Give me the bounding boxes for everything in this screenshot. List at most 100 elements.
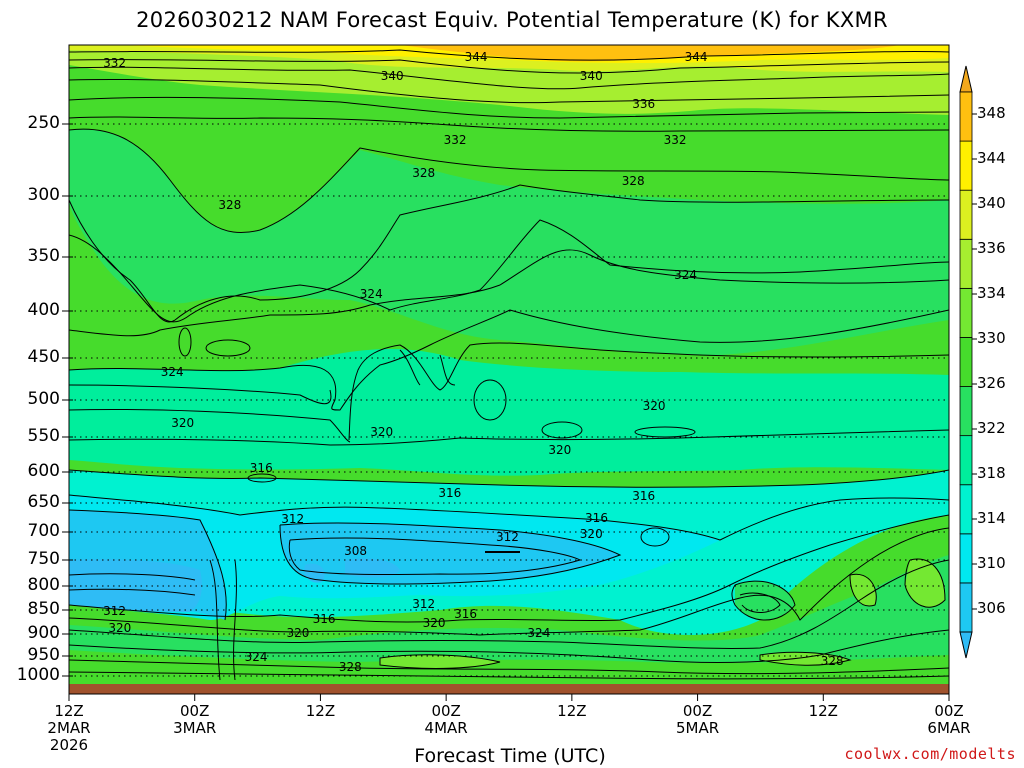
colorbar-segment (959, 337, 973, 387)
colorbar-segment (959, 533, 973, 584)
x-tick-label-line: 5MAR (675, 719, 720, 737)
colorbar-label: 348 (977, 104, 1006, 122)
x-tick-label-line: 12Z (305, 702, 336, 720)
y-tick-label: 950 (27, 645, 60, 665)
contour-label: 324 (160, 365, 184, 380)
x-tick-label-line: 6MAR (927, 719, 971, 737)
contour-label: 320 (286, 626, 310, 640)
contour-label: 316 (454, 606, 477, 621)
y-tick-label: 300 (27, 185, 60, 205)
theta-e-field (69, 45, 949, 685)
contour-label: 324 (244, 650, 268, 664)
contour-label: 332 (663, 133, 687, 148)
x-tick-label-line: 2MAR (47, 719, 91, 737)
contour-label: 316 (312, 611, 336, 626)
colorbar-segment (959, 189, 973, 240)
colorbar-segment (959, 287, 973, 338)
contour-label: 344 (464, 49, 488, 64)
y-tick-label: 600 (27, 461, 60, 481)
contour-label: 328 (338, 660, 362, 674)
contour-label: 328 (621, 173, 645, 188)
colorbar-segment (959, 484, 973, 535)
colorbar-segment (959, 140, 973, 191)
contour-label: 320 (370, 425, 394, 440)
y-tick-label: 900 (27, 623, 60, 643)
x-tick-label: 00Z 3MAR (155, 703, 235, 737)
contour-label: 320 (171, 415, 195, 430)
contour-label: 316 (585, 511, 608, 526)
contour-label: 344 (684, 49, 708, 64)
colorbar-label: 330 (977, 329, 1006, 347)
y-ticks (62, 123, 73, 677)
x-tick-label: 00Z 5MAR (658, 703, 738, 737)
contour-label: 324 (674, 268, 697, 283)
contour-label: 332 (443, 133, 467, 148)
x-tick-label: 00Z 4MAR (406, 703, 486, 737)
contour-label: 320 (422, 616, 446, 631)
contour-label: 320 (579, 526, 603, 541)
y-tick-label: 750 (27, 549, 60, 569)
y-tick-label: 700 (27, 521, 60, 541)
colorbar-segment (959, 91, 973, 142)
colorbar-label: 336 (977, 239, 1006, 257)
colorbar-label: 314 (977, 509, 1006, 527)
y-gridlines (69, 123, 949, 677)
contour-label: 332 (103, 55, 127, 70)
x-tick-label: 12Z (280, 703, 360, 720)
colorbar-segment (959, 238, 973, 289)
contour-label: 340 (579, 68, 603, 83)
plot-frame (68, 44, 950, 695)
contour-label: 324 (359, 286, 383, 301)
x-tick-label: 00Z 6MAR (909, 703, 989, 737)
contour-label: 316 (249, 460, 273, 475)
y-tick-label: 250 (27, 113, 60, 133)
colorbar-label: 318 (977, 464, 1006, 482)
colorbar-label: 310 (977, 554, 1006, 572)
colorbar-segment (959, 386, 973, 437)
colorbar-label: 334 (977, 284, 1006, 302)
colorbar-min-arrow (959, 631, 973, 659)
colorbar-label: 306 (977, 599, 1006, 617)
colorbar-segment (959, 582, 973, 633)
x-tick-label: 12Z 2MAR 2026 (29, 703, 109, 754)
x-tick-label-line: 00Z (180, 702, 210, 720)
x-tick-label-line: 4MAR (424, 719, 468, 737)
colorbar-label: 326 (977, 374, 1006, 392)
contour-label: 320 (548, 443, 572, 457)
colorbar-segment (959, 435, 973, 486)
chart-title: 2026030212 NAM Forecast Equiv. Potential… (136, 8, 888, 32)
x-tick-label-line: 00Z (431, 702, 461, 720)
x-tick-label-line: 12Z (557, 702, 587, 720)
contour-label: 320 (108, 621, 132, 636)
x-tick-label-line: 00Z (934, 702, 964, 720)
y-tick-label: 400 (27, 300, 60, 320)
y-tick-label: 500 (27, 389, 60, 409)
y-tick-label: 350 (27, 246, 60, 266)
contour-label: 320 (642, 399, 666, 414)
x-tick-label-line: 2026 (49, 736, 89, 754)
x-tick-label-line: 3MAR (173, 719, 217, 737)
colorbar-max-arrow (959, 65, 973, 93)
colorbar (959, 65, 977, 659)
y-tick-label: 450 (27, 347, 60, 367)
contour-label: 312 (496, 529, 519, 544)
contour-label: 340 (380, 68, 404, 83)
contour-lines (69, 49, 949, 681)
x-tick-label-line: 12Z (808, 702, 838, 720)
x-tick-label-line: 12Z (54, 702, 84, 720)
contour-label: 308 (344, 543, 367, 558)
source-credit: coolwx.com/modelts (844, 745, 1016, 763)
x-ticks (68, 694, 950, 701)
y-tick-label: 850 (27, 599, 60, 619)
x-tick-label-line: 00Z (682, 702, 713, 720)
y-tick-label: 650 (27, 492, 60, 512)
x-tick-label: 12Z (783, 703, 863, 720)
x-tick-label: 12Z (532, 703, 612, 720)
colorbar-label: 340 (977, 194, 1006, 212)
contour-label: 324 (527, 626, 551, 640)
contour-label: 336 (632, 97, 656, 112)
ground-strip (69, 684, 949, 694)
y-tick-label: 800 (27, 575, 60, 595)
colorbar-label: 322 (977, 419, 1006, 437)
